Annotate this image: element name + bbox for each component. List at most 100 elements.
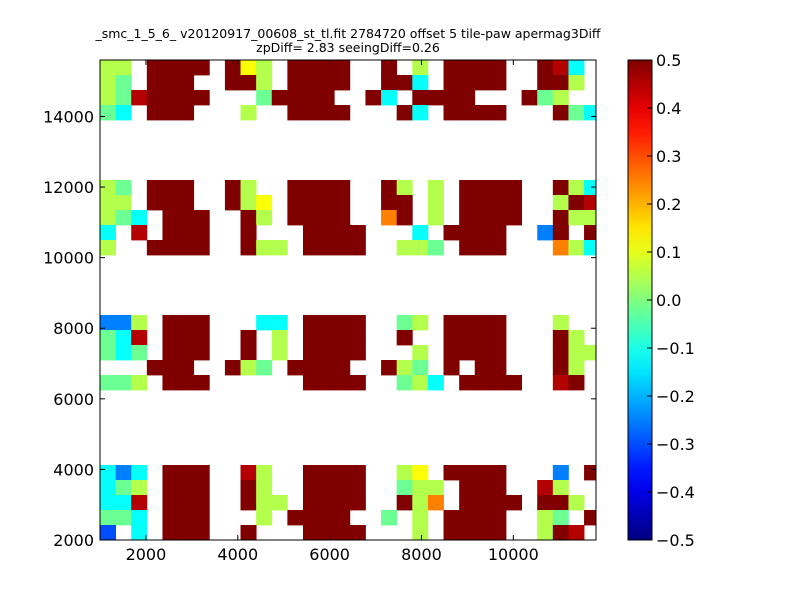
heatmap-cell xyxy=(318,105,335,121)
heatmap-cell xyxy=(552,195,569,211)
heatmap-cell xyxy=(146,180,163,196)
heatmap-cell xyxy=(146,240,163,256)
heatmap-cell xyxy=(318,465,335,481)
heatmap-cell xyxy=(552,465,569,481)
heatmap-cell xyxy=(490,495,507,511)
heatmap-cell xyxy=(396,465,413,481)
heatmap-cell xyxy=(568,495,585,511)
heatmap-cell xyxy=(302,75,319,91)
heatmap-cell xyxy=(490,60,507,76)
heatmap-cell xyxy=(459,90,476,106)
heatmap-cell xyxy=(349,465,366,481)
heatmap-cell xyxy=(334,465,351,481)
heatmap-cell xyxy=(240,75,257,91)
heatmap-cell xyxy=(240,330,257,346)
colorbar-tick-label: 0.4 xyxy=(656,99,681,118)
heatmap-cell xyxy=(318,75,335,91)
heatmap-cell xyxy=(162,315,179,331)
heatmap-cell xyxy=(459,315,476,331)
heatmap-cell xyxy=(490,225,507,241)
heatmap-cell xyxy=(349,330,366,346)
heatmap-cell xyxy=(396,240,413,256)
heatmap-cell xyxy=(162,465,179,481)
heatmap-cell xyxy=(162,195,179,211)
heatmap-cell xyxy=(552,360,569,376)
heatmap-cell xyxy=(349,345,366,361)
heatmap-cell xyxy=(178,60,195,76)
heatmap-cell xyxy=(584,240,597,256)
heatmap-cell xyxy=(443,105,460,121)
x-tick-label: 10000 xyxy=(488,545,539,564)
heatmap-cell xyxy=(146,360,163,376)
heatmap-cell xyxy=(224,195,241,211)
heatmap-cell xyxy=(396,360,413,376)
heatmap-cell xyxy=(443,315,460,331)
heatmap-cell xyxy=(178,180,195,196)
heatmap-cell xyxy=(505,375,522,391)
heatmap-cell xyxy=(240,465,257,481)
heatmap-cell xyxy=(318,525,335,541)
colorbar-tick-label: 0.0 xyxy=(656,291,681,310)
heatmap-cell xyxy=(131,495,148,511)
heatmap-cell xyxy=(459,525,476,541)
heatmap-cell xyxy=(115,465,132,481)
heatmap-cell xyxy=(115,60,132,76)
heatmap-cell xyxy=(334,240,351,256)
heatmap-cell xyxy=(490,375,507,391)
heatmap-cell xyxy=(302,525,319,541)
heatmap-cell xyxy=(193,465,210,481)
heatmap-cell xyxy=(162,60,179,76)
heatmap-cell xyxy=(381,360,398,376)
heatmap-cell xyxy=(115,345,132,361)
heatmap-cell xyxy=(318,240,335,256)
heatmap-cell xyxy=(318,480,335,496)
heatmap-cell xyxy=(131,375,148,391)
heatmap-cell xyxy=(240,210,257,226)
heatmap-cell xyxy=(256,75,273,91)
heatmap-cell xyxy=(100,180,117,196)
heatmap-cell xyxy=(178,240,195,256)
heatmap-cell xyxy=(178,375,195,391)
heatmap-cell xyxy=(552,315,569,331)
heatmap-cell xyxy=(256,465,273,481)
heatmap-cell xyxy=(224,180,241,196)
heatmap-cell xyxy=(584,465,597,481)
heatmap-cell xyxy=(568,60,585,76)
heatmap-cell xyxy=(412,315,429,331)
heatmap-cell xyxy=(100,525,117,541)
heatmap-cell xyxy=(256,360,273,376)
heatmap-cell xyxy=(568,525,585,541)
heatmap-cell xyxy=(552,480,569,496)
heatmap-cell xyxy=(302,465,319,481)
heatmap-cell xyxy=(318,510,335,526)
heatmap-cell xyxy=(474,465,491,481)
heatmap-cell xyxy=(412,465,429,481)
heatmap-cell xyxy=(537,75,554,91)
heatmap-cell xyxy=(490,240,507,256)
heatmap-cell xyxy=(568,330,585,346)
heatmap-cell xyxy=(396,75,413,91)
heatmap-cell xyxy=(427,480,444,496)
heatmap-cell xyxy=(240,240,257,256)
heatmap-cell xyxy=(490,525,507,541)
heatmap-cell xyxy=(271,495,288,511)
heatmap-cell xyxy=(459,375,476,391)
heatmap-cell xyxy=(552,510,569,526)
heatmap-cell xyxy=(474,105,491,121)
heatmap-cell xyxy=(115,330,132,346)
plot-frame xyxy=(99,59,597,541)
heatmap-cell xyxy=(474,345,491,361)
heatmap-cell xyxy=(365,90,382,106)
heatmap-cell xyxy=(396,330,413,346)
heatmap-cell xyxy=(302,375,319,391)
heatmap-cell xyxy=(302,225,319,241)
heatmap-cell xyxy=(412,240,429,256)
heatmap-cell xyxy=(162,495,179,511)
heatmap-cell xyxy=(193,375,210,391)
heatmap-cell xyxy=(178,345,195,361)
heatmap-cell xyxy=(334,75,351,91)
heatmap-cell xyxy=(396,105,413,121)
heatmap-cell xyxy=(381,60,398,76)
heatmap-cell xyxy=(256,210,273,226)
heatmap-cell xyxy=(459,465,476,481)
